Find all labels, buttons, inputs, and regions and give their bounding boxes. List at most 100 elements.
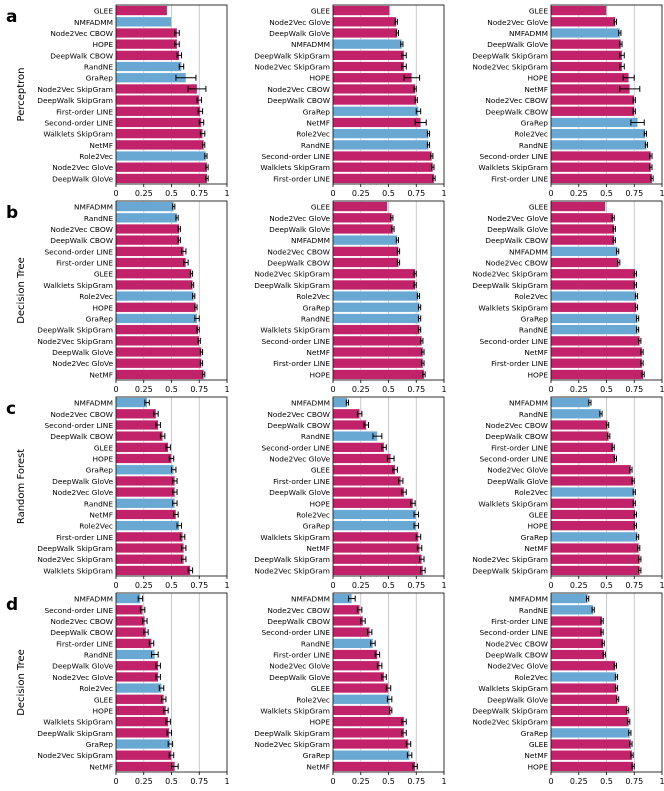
x-tick-label: 0.25 bbox=[352, 385, 370, 394]
bar bbox=[115, 139, 204, 150]
bar bbox=[550, 302, 637, 313]
bar bbox=[115, 750, 172, 761]
bar bbox=[332, 50, 405, 61]
bar bbox=[332, 28, 398, 38]
category-label: DeepWalk GloVe bbox=[487, 40, 548, 49]
bar bbox=[115, 50, 180, 61]
bar bbox=[332, 671, 385, 682]
x-tick-label: 0.75 bbox=[625, 581, 643, 590]
category-label: Role2Vec bbox=[79, 152, 113, 161]
bar bbox=[115, 335, 200, 346]
category-label: RandNE bbox=[84, 499, 113, 508]
bar bbox=[550, 716, 629, 727]
category-label: Second-order LINE bbox=[479, 455, 548, 464]
x-tick-label: 0.5 bbox=[600, 581, 613, 590]
category-label: DeepWalk CBOW bbox=[485, 236, 548, 245]
bar bbox=[550, 162, 652, 173]
bar bbox=[115, 162, 208, 173]
bar bbox=[115, 224, 180, 234]
bar bbox=[332, 694, 390, 705]
x-tick-label: 0 bbox=[330, 385, 335, 394]
category-label: Second-order LINE bbox=[44, 118, 113, 127]
category-label: GraRep bbox=[303, 751, 331, 760]
category-label: Second-order LINE bbox=[261, 628, 330, 637]
bar bbox=[550, 347, 643, 357]
bar bbox=[332, 324, 420, 335]
category-label: RandNE bbox=[84, 651, 113, 660]
x-tick-label: 0.25 bbox=[570, 385, 588, 394]
category-label: Role2Vec bbox=[79, 522, 113, 531]
category-label: Node2Vec CBOW bbox=[485, 639, 548, 648]
category-label: First-order LINE bbox=[273, 477, 330, 486]
category-label: Node2Vec GloVe bbox=[487, 214, 548, 223]
category-label: DeepWalk GloVe bbox=[487, 695, 548, 704]
category-label: NMFADMM bbox=[509, 29, 548, 38]
category-label: First-order LINE bbox=[56, 639, 113, 648]
category-label: DeepWalk CBOW bbox=[485, 651, 548, 660]
category-label: Walklets SkipGram bbox=[478, 303, 548, 312]
bar bbox=[550, 358, 643, 369]
category-label: DeepWalk CBOW bbox=[50, 236, 113, 245]
bar bbox=[332, 83, 416, 94]
x-tick-label: 1 bbox=[441, 581, 446, 590]
category-label: First-order LINE bbox=[56, 107, 113, 116]
category-label: First-order LINE bbox=[491, 443, 548, 452]
bar bbox=[550, 128, 646, 139]
bar bbox=[115, 604, 143, 615]
category-label: Node2Vec GloVe bbox=[487, 466, 548, 475]
bar bbox=[115, 431, 163, 442]
category-label: Role2Vec bbox=[514, 292, 548, 301]
category-label: Node2Vec SkipGram bbox=[472, 270, 548, 279]
bar bbox=[332, 268, 416, 279]
category-label: Node2Vec SkipGram bbox=[472, 555, 548, 564]
bar bbox=[550, 72, 629, 83]
bar bbox=[115, 201, 174, 212]
bar bbox=[115, 106, 201, 117]
category-label: Walklets SkipGram bbox=[260, 533, 330, 542]
bar bbox=[332, 520, 417, 531]
category-label: Walklets SkipGram bbox=[260, 326, 330, 335]
category-label: NetMF bbox=[89, 762, 113, 771]
bar bbox=[550, 475, 634, 486]
bar bbox=[550, 397, 590, 408]
bar bbox=[115, 638, 152, 649]
bar bbox=[332, 408, 360, 419]
category-label: NMFADMM bbox=[74, 399, 113, 408]
bar bbox=[115, 531, 183, 542]
category-label: GraRep bbox=[521, 118, 549, 127]
category-label: NMFADMM bbox=[291, 40, 330, 49]
category-label: NetMF bbox=[306, 762, 330, 771]
bar bbox=[550, 660, 616, 671]
bar bbox=[550, 554, 640, 565]
category-label: GraRep bbox=[303, 107, 331, 116]
category-label: HOPE bbox=[309, 499, 330, 508]
category-label: DeepWalk SkipGram bbox=[254, 729, 330, 738]
x-tick-label: 1 bbox=[224, 581, 229, 590]
category-label: Role2Vec bbox=[79, 292, 113, 301]
category-label: Second-order LINE bbox=[44, 247, 113, 256]
bar bbox=[550, 761, 634, 772]
bar bbox=[115, 593, 141, 604]
bar bbox=[332, 279, 416, 290]
bar bbox=[550, 604, 594, 615]
bar bbox=[550, 324, 638, 335]
bar bbox=[332, 761, 416, 772]
category-label: DeepWalk GloVe bbox=[487, 225, 548, 234]
bar bbox=[332, 139, 429, 150]
category-label: NetMF bbox=[524, 85, 548, 94]
x-tick-label: 1 bbox=[441, 189, 446, 198]
x-tick-label: 0.75 bbox=[625, 189, 643, 198]
category-label: GraRep bbox=[303, 522, 331, 531]
category-label: Role2Vec bbox=[79, 684, 113, 693]
category-label: NMFADMM bbox=[74, 18, 113, 27]
category-label: DeepWalk CBOW bbox=[50, 51, 113, 60]
category-label: Node2Vec SkipGram bbox=[254, 63, 330, 72]
bar bbox=[550, 543, 639, 553]
category-label: DeepWalk SkipGram bbox=[37, 729, 113, 738]
bar bbox=[115, 302, 197, 313]
bar bbox=[115, 739, 171, 749]
category-label: NetMF bbox=[89, 141, 113, 150]
category-label: Node2Vec CBOW bbox=[267, 606, 330, 615]
category-label: DeepWalk CBOW bbox=[267, 617, 330, 626]
